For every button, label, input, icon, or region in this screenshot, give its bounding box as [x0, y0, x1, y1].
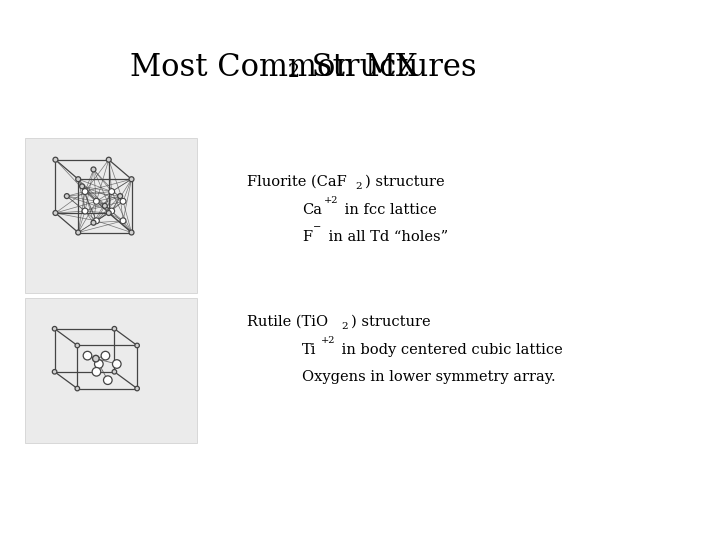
Circle shape — [107, 211, 111, 215]
Circle shape — [109, 188, 114, 194]
Text: in fcc lattice: in fcc lattice — [340, 203, 437, 217]
Text: ) structure: ) structure — [351, 315, 431, 329]
Circle shape — [129, 230, 134, 235]
Circle shape — [94, 360, 103, 368]
Circle shape — [93, 355, 99, 362]
Text: Rutile (TiO: Rutile (TiO — [247, 315, 328, 329]
Bar — [25, 138, 197, 293]
Circle shape — [112, 369, 117, 374]
Circle shape — [92, 368, 101, 376]
Circle shape — [112, 360, 121, 368]
Circle shape — [135, 343, 140, 348]
Circle shape — [120, 198, 126, 204]
Circle shape — [82, 208, 88, 214]
Circle shape — [104, 376, 112, 384]
Text: Oxygens in lower symmetry array.: Oxygens in lower symmetry array. — [302, 370, 556, 384]
Text: Fluorite (CaF: Fluorite (CaF — [247, 175, 347, 189]
Circle shape — [129, 177, 134, 181]
Circle shape — [75, 343, 80, 348]
Circle shape — [53, 327, 57, 331]
Text: +2: +2 — [324, 196, 338, 205]
Text: in all Td “holes”: in all Td “holes” — [324, 230, 448, 244]
Circle shape — [76, 177, 81, 181]
Text: Ti: Ti — [302, 343, 317, 357]
Circle shape — [135, 386, 140, 391]
Bar — [25, 298, 197, 443]
Circle shape — [101, 352, 109, 360]
Text: Structures: Structures — [302, 52, 477, 83]
Circle shape — [102, 204, 107, 208]
Text: 2: 2 — [355, 182, 361, 191]
Text: 2: 2 — [341, 322, 348, 331]
Circle shape — [109, 208, 114, 214]
Text: 2: 2 — [288, 63, 300, 81]
Circle shape — [117, 194, 122, 199]
Text: ) structure: ) structure — [365, 175, 445, 189]
Circle shape — [75, 386, 80, 391]
Circle shape — [94, 198, 99, 204]
Circle shape — [82, 188, 88, 194]
Text: −: − — [313, 223, 321, 232]
Circle shape — [94, 218, 99, 224]
Circle shape — [53, 211, 58, 215]
Circle shape — [64, 194, 69, 199]
Circle shape — [120, 218, 126, 224]
Circle shape — [53, 369, 57, 374]
Text: F: F — [302, 230, 312, 244]
Circle shape — [80, 184, 84, 189]
Circle shape — [112, 327, 117, 331]
Circle shape — [107, 157, 111, 162]
Text: Most Common MX: Most Common MX — [130, 52, 418, 83]
Text: +2: +2 — [321, 336, 336, 345]
Circle shape — [91, 220, 96, 225]
Text: Ca: Ca — [302, 203, 322, 217]
Circle shape — [91, 167, 96, 172]
Circle shape — [84, 352, 91, 360]
Text: in body centered cubic lattice: in body centered cubic lattice — [337, 343, 563, 357]
Circle shape — [53, 157, 58, 162]
Circle shape — [76, 230, 81, 235]
